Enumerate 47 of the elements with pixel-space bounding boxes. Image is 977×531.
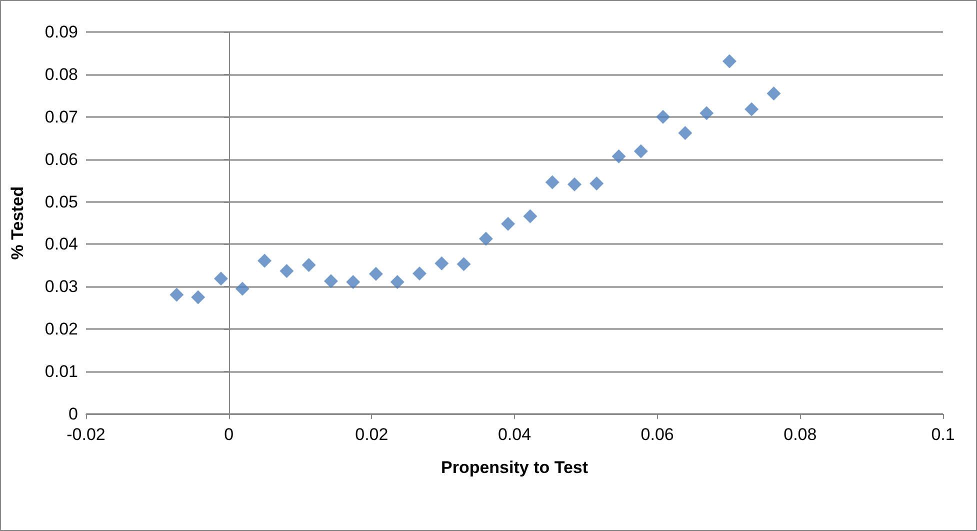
point <box>612 149 626 164</box>
point <box>191 290 206 304</box>
y-tick-label: 0.06 <box>44 150 78 169</box>
y-axis-title: % Tested <box>8 186 27 260</box>
point <box>501 216 516 231</box>
x-tick-label: -0.02 <box>66 425 106 444</box>
point <box>766 86 781 101</box>
point <box>722 54 736 68</box>
point <box>346 275 360 289</box>
y-tick-label: 0.09 <box>44 22 78 42</box>
y-tick-label: 0.05 <box>44 192 78 212</box>
point <box>235 282 250 296</box>
point <box>434 256 449 270</box>
x-tick-label: 0.1 <box>931 425 955 444</box>
point <box>368 266 383 281</box>
point <box>390 275 404 289</box>
x-tick-label: 0.06 <box>640 425 674 444</box>
point <box>656 110 670 124</box>
x-tick-label: 0 <box>224 425 234 444</box>
point <box>456 257 471 272</box>
x-axis-title: Propensity to Test <box>440 458 588 477</box>
x-tick-label: 0.08 <box>784 425 817 444</box>
point <box>170 288 184 302</box>
point <box>302 258 316 272</box>
y-tick-label: 0.01 <box>44 362 78 382</box>
y-tick-label: 0.02 <box>44 320 78 339</box>
point <box>412 266 427 281</box>
point <box>744 102 759 116</box>
point <box>634 144 648 158</box>
x-tick-label: 0.02 <box>355 425 388 444</box>
y-tick-label: 0.03 <box>44 277 78 296</box>
x-tick-label: 0.04 <box>498 425 532 444</box>
point <box>214 272 228 286</box>
point <box>700 106 714 120</box>
point <box>545 175 560 190</box>
point <box>258 254 272 268</box>
point <box>590 176 604 191</box>
y-tick-label: 0.04 <box>44 234 78 254</box>
point <box>678 126 692 140</box>
point <box>324 274 338 288</box>
y-tick-label: 0 <box>68 404 78 424</box>
y-tick-label: 0.07 <box>44 107 78 126</box>
point <box>567 177 582 192</box>
y-tick-label: 0.08 <box>44 64 78 84</box>
point <box>523 209 538 224</box>
point <box>280 264 294 278</box>
point <box>478 232 493 246</box>
